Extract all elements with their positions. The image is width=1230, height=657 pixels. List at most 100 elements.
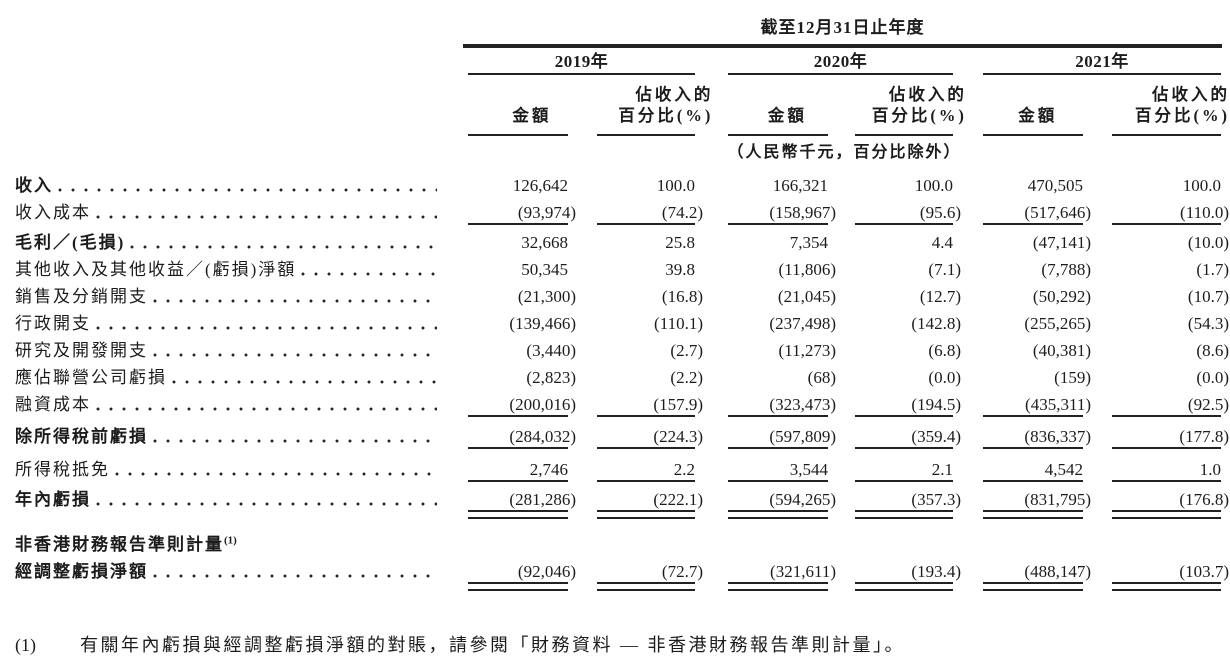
pct-2020: 100.0 (914, 176, 953, 195)
pct-header-line1: 佔收入的 (1152, 85, 1230, 104)
row-label: 經調整虧損淨額 (15, 562, 148, 581)
pct-2021: (1.7) (1196, 260, 1229, 279)
amount-2021: (488,147) (1024, 562, 1091, 581)
column-header-rules (0, 134, 1230, 136)
pct-2019: (74.2) (661, 203, 703, 222)
pct-2019: 2.2 (673, 460, 695, 479)
row-label: 非香港財務報告準則計量(1) (15, 530, 237, 558)
year-2021-label: 2021年 (1075, 52, 1129, 71)
dot-leader (96, 215, 437, 219)
row-label: 應佔聯營公司虧損 (15, 368, 167, 387)
amount-2019: (139,466) (509, 314, 576, 333)
col-header-pct-2020: 佔收入的百分比(%) (863, 84, 967, 126)
row-label: 收入 (15, 176, 53, 195)
amount-2021: (836,337) (1024, 427, 1091, 446)
pct-header-line1: 佔收入的 (888, 85, 967, 104)
amount-2020: (323,473) (769, 395, 836, 414)
table-row-gross-profit: 毛利／(毛損) 32,668 25.8 7,354 4.4 (47,141) (… (0, 229, 1230, 256)
dot-leader (96, 326, 437, 330)
table-title: 截至12月31日止年度 (760, 18, 925, 37)
dot-leader (96, 502, 437, 506)
pct-2020: (6.8) (928, 341, 961, 360)
amount-2019: 32,668 (521, 233, 568, 252)
pct-2019: (16.8) (661, 287, 703, 306)
amount-2020: (321,611) (770, 562, 836, 581)
pct-2020: (357.3) (911, 490, 961, 509)
table-row-rd-expenses: 研究及開發開支 (3,440) (2.7) (11,273) (6.8) (40… (0, 337, 1230, 364)
amount-2019: (3,440) (526, 341, 576, 360)
row-label: 年內虧損 (15, 490, 91, 509)
amount-2021: 470,505 (1027, 176, 1083, 195)
amount-2021: (40,381) (1032, 341, 1091, 360)
pct-2020: (12.7) (919, 287, 961, 306)
amount-2019: 2,746 (529, 460, 568, 479)
pct-2021: (177.8) (1179, 427, 1229, 446)
table-row-finance-costs: 融資成本 (200,016) (157.9) (323,473) (194.5)… (0, 391, 1230, 418)
table-rule (0, 415, 1230, 417)
pct-2021: (10.7) (1187, 287, 1229, 306)
amount-2020: 7,354 (789, 233, 828, 252)
amount-2020: (597,809) (769, 427, 836, 446)
pct-2019: (224.3) (653, 427, 703, 446)
amount-2020: (68) (807, 368, 836, 387)
amount-2019: 126,642 (512, 176, 568, 195)
amount-2019: (2,823) (526, 368, 576, 387)
col-header-amount-2021: 金額 (1018, 106, 1058, 125)
pct-2019: (110.1) (654, 314, 703, 333)
table-row-revenue: 收入 126,642 100.0 166,321 100.0 470,505 1… (0, 172, 1230, 199)
pct-2021: (176.8) (1179, 490, 1229, 509)
amount-2019: (92,046) (517, 562, 576, 581)
pct-2020: (359.4) (911, 427, 961, 446)
amount-2019: (200,016) (509, 395, 576, 414)
pct-2020: (142.8) (911, 314, 961, 333)
footnote: (1) 有關年內虧損與經調整虧損淨額的對賬，請參閱「財務資料 — 非香港財務報告… (0, 633, 1230, 657)
pct-2019: (157.9) (653, 395, 703, 414)
pct-2019: (222.1) (653, 490, 703, 509)
pct-2021: (103.7) (1179, 562, 1229, 581)
row-label: 收入成本 (15, 203, 91, 222)
pct-2020: 2.1 (931, 460, 953, 479)
amount-2021: (831,795) (1024, 490, 1091, 509)
amount-2020: (11,806) (778, 260, 836, 279)
table-row-loss-before-tax: 除所得稅前虧損 (284,032) (224.3) (597,809) (359… (0, 423, 1230, 450)
footnote-text: 有關年內虧損與經調整虧損淨額的對賬，請參閱「財務資料 — 非香港財務報告準則計量… (80, 635, 905, 655)
table-rule (0, 223, 1230, 225)
year-header-row: 2019年 2020年 2021年 (0, 51, 1230, 73)
pct-2021: (54.3) (1187, 314, 1229, 333)
amount-2020: (21,045) (777, 287, 836, 306)
table-row-non-hkfrs-measure-heading: 非香港財務報告準則計量(1) (0, 531, 1230, 558)
table-row-loss-for-the-year: 年內虧損 (281,286) (222.1) (594,265) (357.3)… (0, 486, 1230, 513)
table-row-cost-of-revenue: 收入成本 (93,974) (74.2) (158,967) (95.6) (5… (0, 199, 1230, 226)
dot-leader (58, 188, 437, 192)
dot-leader (153, 299, 437, 303)
unit-note: （人民幣千元，百分比除外） (727, 144, 962, 161)
table-rule (0, 480, 1230, 482)
pct-2019: 39.8 (665, 260, 695, 279)
table-rule (0, 447, 1230, 449)
pct-header-line2: 百分比(%) (1135, 106, 1230, 125)
pct-2021: (8.6) (1196, 341, 1229, 360)
pct-2020: (95.6) (919, 203, 961, 222)
col-header-amount-2019: 金額 (512, 106, 552, 125)
pct-2021: (110.0) (1180, 203, 1229, 222)
pct-header-line2: 百分比(%) (871, 106, 967, 125)
amount-2019: 50,345 (521, 260, 568, 279)
pct-2020: (193.4) (911, 562, 961, 581)
amount-2020: 3,544 (789, 460, 828, 479)
pct-2020: (0.0) (928, 368, 961, 387)
footnote-marker: (1) (15, 635, 36, 655)
table-row-income-tax-credit: 所得稅抵免 2,746 2.2 3,544 2.1 4,542 1.0 (0, 456, 1230, 483)
pct-2021: (10.0) (1187, 233, 1229, 252)
pct-2019: (2.7) (670, 341, 703, 360)
table-row-adjusted-net-loss: 經調整虧損淨額 (92,046) (72.7) (321,611) (193.4… (0, 558, 1230, 585)
pct-2021: (92.5) (1187, 395, 1229, 414)
dot-leader (153, 574, 437, 578)
table-row-admin-expenses: 行政開支 (139,466) (110.1) (237,498) (142.8)… (0, 310, 1230, 337)
column-header-row: 金額 佔收入的 百分比(%) 金額 佔收入的 百分比(%) 金額 佔收入的 百分比(%… (0, 84, 1230, 129)
footnote-reference: (1) (224, 534, 237, 547)
pct-2019: 25.8 (665, 233, 695, 252)
pct-2019: 100.0 (656, 176, 695, 195)
dot-leader (172, 380, 437, 384)
pct-2019: (2.2) (670, 368, 703, 387)
